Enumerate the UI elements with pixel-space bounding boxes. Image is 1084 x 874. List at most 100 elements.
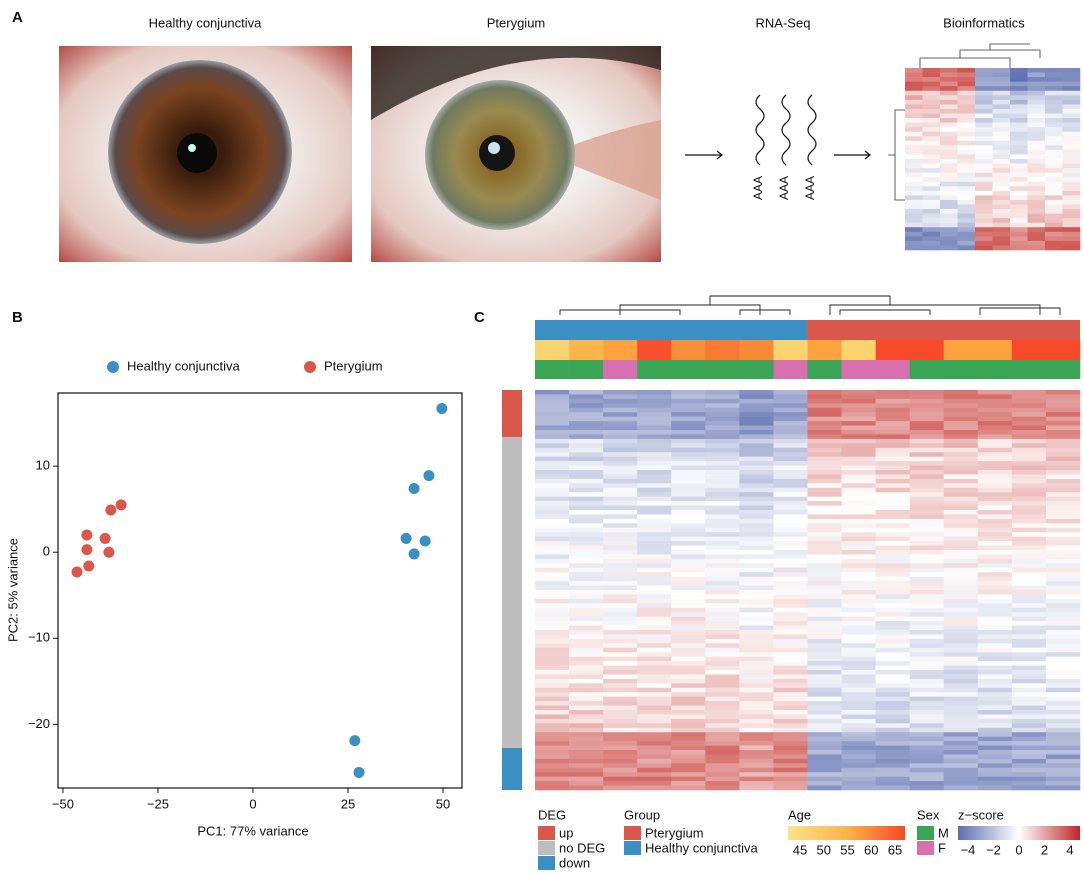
heat-cell xyxy=(1062,177,1081,183)
heat-cell xyxy=(977,394,1013,400)
heat-cell xyxy=(1010,213,1028,219)
heat-cell xyxy=(909,714,945,720)
heat-cell xyxy=(637,585,672,591)
heat-cell xyxy=(637,661,672,666)
heat-cell xyxy=(1045,563,1081,569)
heat-cell xyxy=(671,714,706,720)
heat-cell xyxy=(671,590,706,595)
heat-cell xyxy=(773,625,808,631)
heat-cell xyxy=(1062,236,1081,242)
heat-cell xyxy=(1045,594,1081,600)
sex-cell xyxy=(773,360,808,379)
legend-title: Sex xyxy=(917,807,940,822)
heat-cell xyxy=(1062,222,1081,228)
heat-cell xyxy=(841,505,876,511)
age-cell xyxy=(671,340,706,360)
point xyxy=(353,767,365,779)
heat-cell xyxy=(875,572,910,577)
heat-cell xyxy=(875,647,910,653)
heat-cell xyxy=(943,585,979,591)
heat-cell xyxy=(905,213,923,219)
heat-cell xyxy=(773,745,808,751)
heat-cell xyxy=(957,186,976,192)
heat-cell xyxy=(975,99,993,105)
heat-cell xyxy=(807,634,842,640)
heat-cell xyxy=(569,474,604,480)
heat-cell xyxy=(807,656,842,662)
heat-cell xyxy=(977,705,1013,711)
heat-cell xyxy=(739,416,774,422)
heat-cell xyxy=(569,394,604,400)
sex-cell xyxy=(1011,360,1047,379)
heat-cell xyxy=(671,705,706,711)
heat-cell xyxy=(807,510,842,515)
legend-title: Group xyxy=(624,807,660,822)
heat-cell xyxy=(909,630,945,635)
heat-cell xyxy=(1011,461,1047,466)
heat-cell xyxy=(977,781,1013,786)
heat-cell xyxy=(943,741,979,746)
heat-cell xyxy=(875,678,910,684)
heat-cell xyxy=(807,501,842,506)
heat-cell xyxy=(943,612,979,617)
heat-cell xyxy=(1010,95,1028,101)
heat-cell xyxy=(671,510,706,515)
heat-cell xyxy=(603,581,638,586)
heat-cell xyxy=(603,661,638,666)
heat-cell xyxy=(807,443,842,449)
heat-cell xyxy=(807,683,842,689)
heat-cell xyxy=(1027,77,1046,82)
heat-cell xyxy=(1045,172,1063,178)
heat-cell xyxy=(807,781,842,786)
heat-cell xyxy=(773,412,808,417)
heat-cell xyxy=(603,705,638,711)
heat-cell xyxy=(1045,168,1063,173)
heat-cell xyxy=(905,218,923,223)
heat-cell xyxy=(992,172,1011,178)
heat-cell xyxy=(807,572,842,577)
heat-cell xyxy=(671,785,706,791)
sex-cell xyxy=(875,360,910,379)
heat-cell xyxy=(603,425,638,431)
heat-cell xyxy=(940,218,958,223)
heat-cell xyxy=(975,177,993,183)
heat-cell xyxy=(1045,505,1081,511)
heat-cell xyxy=(1062,154,1081,160)
heat-cell xyxy=(909,518,945,524)
heat-cell xyxy=(943,483,979,489)
heat-cell xyxy=(807,487,842,493)
point xyxy=(436,402,448,414)
heat-cell xyxy=(1045,661,1081,666)
heat-cell xyxy=(977,674,1013,680)
heat-cell xyxy=(535,652,570,657)
heat-cell xyxy=(909,598,945,604)
heat-cell xyxy=(943,558,979,564)
heat-cell xyxy=(1027,209,1046,214)
heat-cell xyxy=(739,403,774,409)
heat-cell xyxy=(875,772,910,777)
heat-cell xyxy=(739,576,774,582)
heat-cell xyxy=(535,647,570,653)
heat-cell xyxy=(943,634,979,640)
heat-cell xyxy=(943,594,979,600)
age-cell xyxy=(603,340,638,360)
heat-cell xyxy=(1045,616,1081,622)
heat-cell xyxy=(807,452,842,457)
heat-cell xyxy=(1045,643,1081,649)
heat-cell xyxy=(569,687,604,693)
heat-cell xyxy=(1011,625,1047,631)
heat-cell xyxy=(975,240,993,246)
heat-cell xyxy=(1011,616,1047,622)
heat-cell xyxy=(705,398,740,404)
heat-cell xyxy=(1011,727,1047,733)
heat-cell xyxy=(739,643,774,649)
heat-cell xyxy=(875,541,910,546)
heat-cell xyxy=(977,567,1013,573)
heat-cell xyxy=(841,421,876,426)
heat-cell xyxy=(841,536,876,542)
heat-cell xyxy=(957,149,976,155)
heat-cell xyxy=(841,483,876,489)
heat-cell xyxy=(671,763,706,769)
heat-cell xyxy=(1010,181,1028,187)
heat-cell xyxy=(739,567,774,573)
